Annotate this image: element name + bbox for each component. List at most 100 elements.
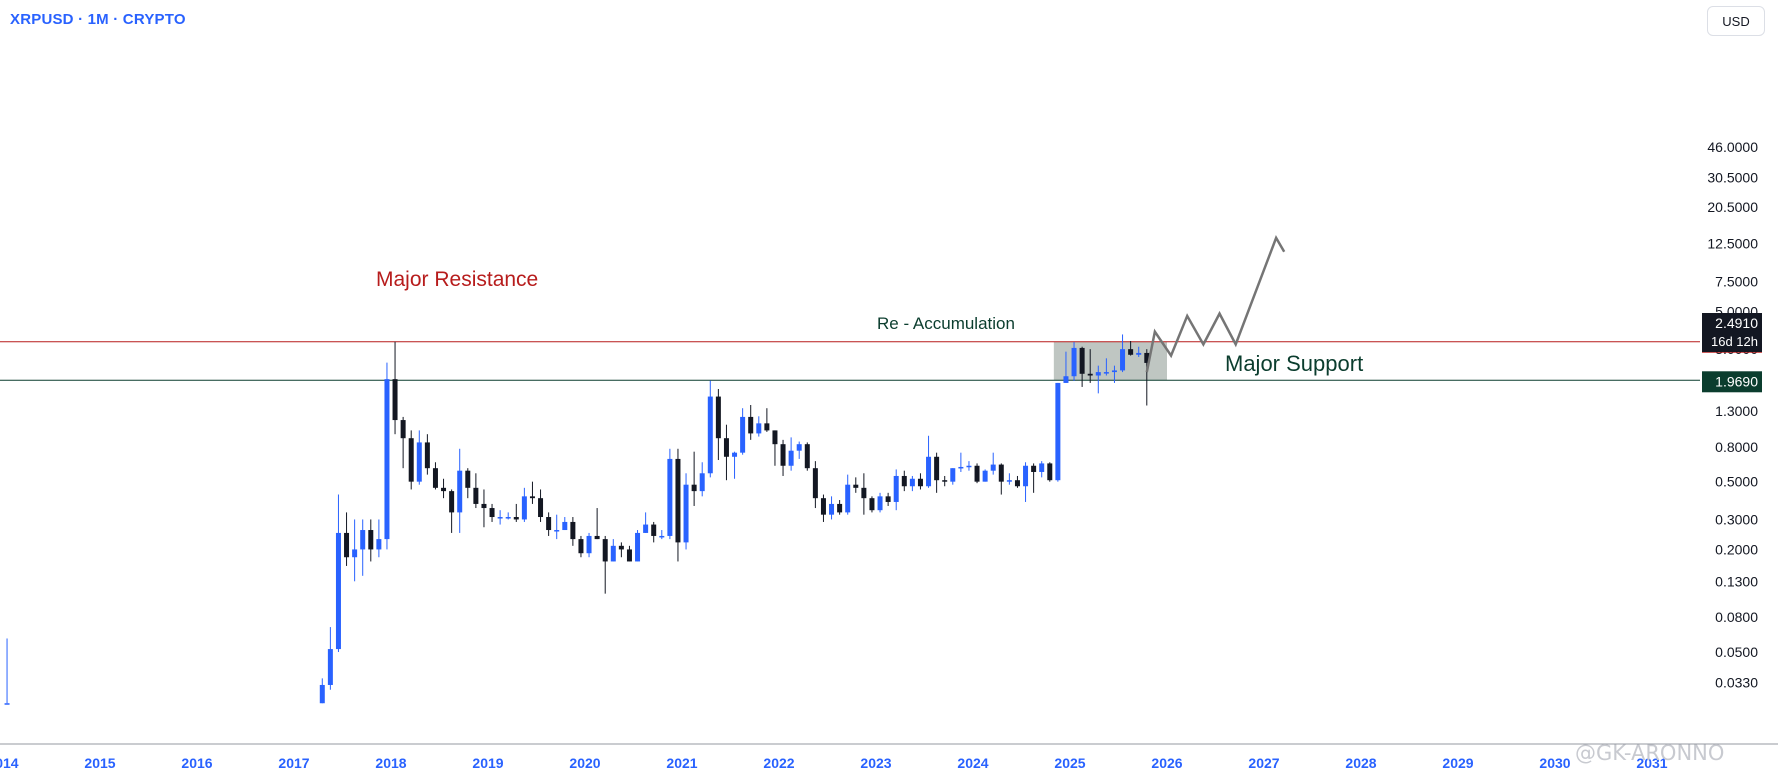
candle-body — [829, 503, 835, 515]
candle — [319, 678, 325, 704]
candle — [1031, 463, 1037, 493]
candle-body — [1023, 465, 1029, 487]
candle — [424, 434, 430, 475]
candle — [651, 521, 657, 543]
candle-body — [465, 470, 471, 488]
candle — [683, 473, 689, 550]
candle-body — [1136, 352, 1142, 355]
candle — [1006, 473, 1012, 485]
candle-body — [505, 517, 511, 519]
candle-body — [400, 420, 406, 439]
candle — [1103, 358, 1109, 376]
candle-body — [772, 430, 778, 445]
price-tick-label: 46.0000 — [1707, 139, 1758, 155]
candle-body — [424, 442, 430, 469]
candle — [368, 519, 374, 562]
candle — [481, 489, 487, 528]
candle-body — [837, 503, 843, 513]
candle — [610, 539, 616, 562]
candle — [723, 424, 729, 481]
candle — [772, 430, 778, 466]
currency-button[interactable]: USD — [1707, 6, 1765, 36]
candle-body — [529, 496, 535, 499]
year-tick-label: 2016 — [181, 755, 212, 771]
candle — [740, 408, 746, 455]
price-axis: 46.000030.500020.500012.50007.50005.0000… — [1707, 139, 1758, 690]
candle-body — [683, 484, 689, 543]
candle-body — [885, 496, 891, 502]
candle — [618, 542, 624, 558]
candle — [376, 519, 382, 558]
candle — [1120, 334, 1126, 373]
candle — [1128, 340, 1134, 356]
candle-body — [521, 496, 527, 520]
candle — [344, 512, 350, 566]
candle — [1063, 351, 1069, 383]
price-tick-label: 0.0800 — [1715, 609, 1758, 625]
candle — [667, 448, 673, 540]
candle-body — [756, 423, 762, 434]
year-tick-label: 2015 — [84, 755, 115, 771]
candle — [335, 494, 341, 652]
candle — [578, 535, 584, 558]
candle — [400, 416, 406, 469]
candle-body — [1071, 347, 1077, 377]
candle-body — [554, 530, 560, 532]
candle-body — [610, 545, 616, 562]
candle-body — [1063, 376, 1069, 383]
candle-body — [707, 396, 713, 474]
candle-body — [1144, 352, 1150, 363]
price-tick-label: 0.8000 — [1715, 439, 1758, 455]
candle — [804, 442, 810, 471]
candle — [829, 496, 835, 520]
candle-body — [869, 498, 875, 511]
candle-body — [966, 465, 972, 468]
candle-body — [1047, 463, 1053, 481]
candle — [1039, 461, 1045, 478]
candle-body — [804, 444, 810, 469]
candle-body — [667, 458, 673, 536]
candle-body — [974, 465, 980, 482]
candle — [917, 473, 923, 490]
candle-body — [335, 532, 341, 650]
candle — [796, 441, 802, 459]
candle — [1144, 349, 1150, 406]
candle-body — [958, 466, 964, 469]
candle-body — [562, 521, 568, 531]
price-tick-label: 0.0330 — [1715, 675, 1758, 691]
candle — [554, 514, 560, 540]
candle — [4, 638, 10, 705]
candle — [505, 512, 511, 520]
candle — [909, 475, 915, 492]
candle — [1136, 346, 1142, 357]
candle-body — [934, 456, 940, 481]
candle-body — [489, 508, 495, 518]
candle — [732, 451, 738, 479]
candle-body — [659, 535, 665, 538]
candle-body — [497, 517, 503, 519]
candle-body — [740, 416, 746, 453]
symbol-title: XRPUSD · 1M · CRYPTO — [10, 11, 186, 28]
support-price-badge: 1.9690 — [1702, 371, 1762, 393]
candle — [521, 487, 527, 522]
candle-body — [513, 517, 519, 520]
candle-body — [602, 539, 608, 562]
candle-body — [950, 468, 956, 482]
candle-body — [538, 498, 544, 518]
candle-body — [546, 517, 552, 531]
candle — [538, 489, 544, 522]
candle — [449, 489, 455, 533]
candle — [594, 508, 600, 540]
candle-body — [1095, 372, 1101, 376]
candle — [392, 341, 398, 435]
candle — [360, 519, 366, 576]
candle — [416, 430, 422, 485]
candle-body — [344, 532, 350, 558]
candle-body — [586, 535, 592, 554]
candle-body — [384, 379, 390, 540]
candle — [489, 503, 495, 522]
candle-body — [861, 487, 867, 499]
candle — [1095, 365, 1101, 394]
price-tick-label: 12.5000 — [1707, 236, 1758, 252]
